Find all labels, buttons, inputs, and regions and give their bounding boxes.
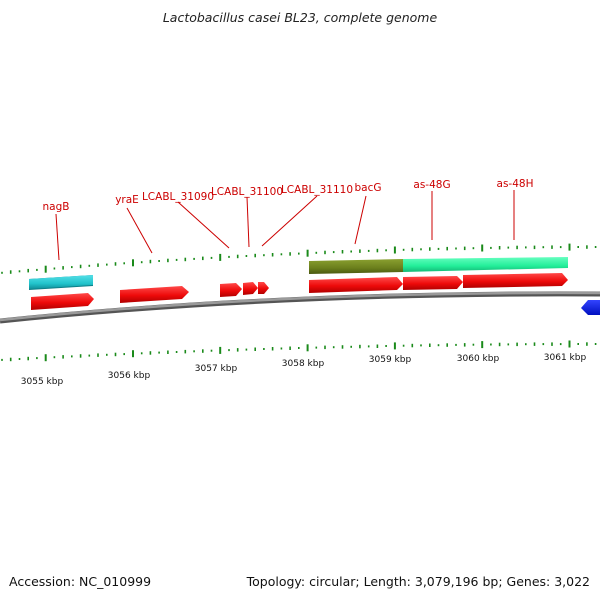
- gene-arrow-nagB: [31, 293, 94, 310]
- gene-arrow-reverse-blue: [581, 300, 600, 315]
- gene-label-nagB: nagB: [43, 201, 70, 213]
- scale-label-3057: 3057 kbp: [195, 364, 238, 374]
- gene-label-bacG: bacG: [354, 182, 381, 194]
- pointer-bacG: [354, 195, 367, 245]
- pointer-LCABL_31100: [246, 196, 250, 248]
- gene-arrow-LCABL_31100: [243, 282, 258, 295]
- gene-arrow-as-48G: [403, 276, 463, 290]
- gene-arrow-yraE: [120, 286, 189, 303]
- map-title: Lactobacillus casei BL23, complete genom…: [162, 10, 438, 25]
- gene-arrow-as-48H: [463, 273, 568, 288]
- feature-bars: [29, 257, 568, 290]
- scale-label-3056: 3056 kbp: [108, 371, 151, 381]
- scale-label-3055: 3055 kbp: [21, 377, 64, 387]
- gene-label-LCABL_31100: LCABL_31100: [211, 186, 283, 198]
- gene-arrow-bacG: [309, 277, 403, 293]
- scale-label-3059: 3059 kbp: [369, 355, 412, 365]
- pointer-nagB: [55, 213, 60, 261]
- gene-arrow-LCABL_31110: [258, 282, 269, 294]
- scale-label-3058: 3058 kbp: [282, 359, 325, 369]
- green-feature-bar: [403, 257, 568, 272]
- genome-info-text: Topology: circular; Length: 3,079,196 bp…: [246, 574, 590, 589]
- pointer-LCABL_31090: [177, 201, 230, 249]
- gene-arrows: [31, 273, 600, 315]
- genome-backbone-highlight: [0, 291, 600, 322]
- olive-feature-bar: [309, 259, 403, 274]
- accession-text: Accession: NC_010999: [9, 574, 152, 589]
- gene-labels: nagB yraE LCABL_31090 LCABL_31100 LCABL_…: [43, 178, 534, 213]
- cyan-feature-bar: [29, 275, 93, 289]
- label-pointers: [55, 190, 515, 261]
- pointer-LCABL_31110: [261, 195, 318, 247]
- gene-label-LCABL_31110: LCABL_31110: [281, 184, 353, 196]
- gene-label-yraE: yraE: [115, 194, 139, 206]
- upper-scale-ticks: [1, 243, 597, 274]
- gene-label-as-48G: as-48G: [413, 179, 450, 191]
- scale-label-3061: 3061 kbp: [544, 353, 587, 363]
- gene-label-LCABL_31090: LCABL_31090: [142, 191, 214, 203]
- scale-label-3060: 3060 kbp: [457, 354, 500, 364]
- gene-arrow-LCABL_31090: [220, 283, 242, 297]
- scale-labels: 3055 kbp 3056 kbp 3057 kbp 3058 kbp 3059…: [21, 353, 587, 387]
- pointer-yraE: [126, 207, 153, 254]
- lower-scale-ticks: [1, 340, 597, 362]
- gene-label-as-48H: as-48H: [497, 178, 534, 190]
